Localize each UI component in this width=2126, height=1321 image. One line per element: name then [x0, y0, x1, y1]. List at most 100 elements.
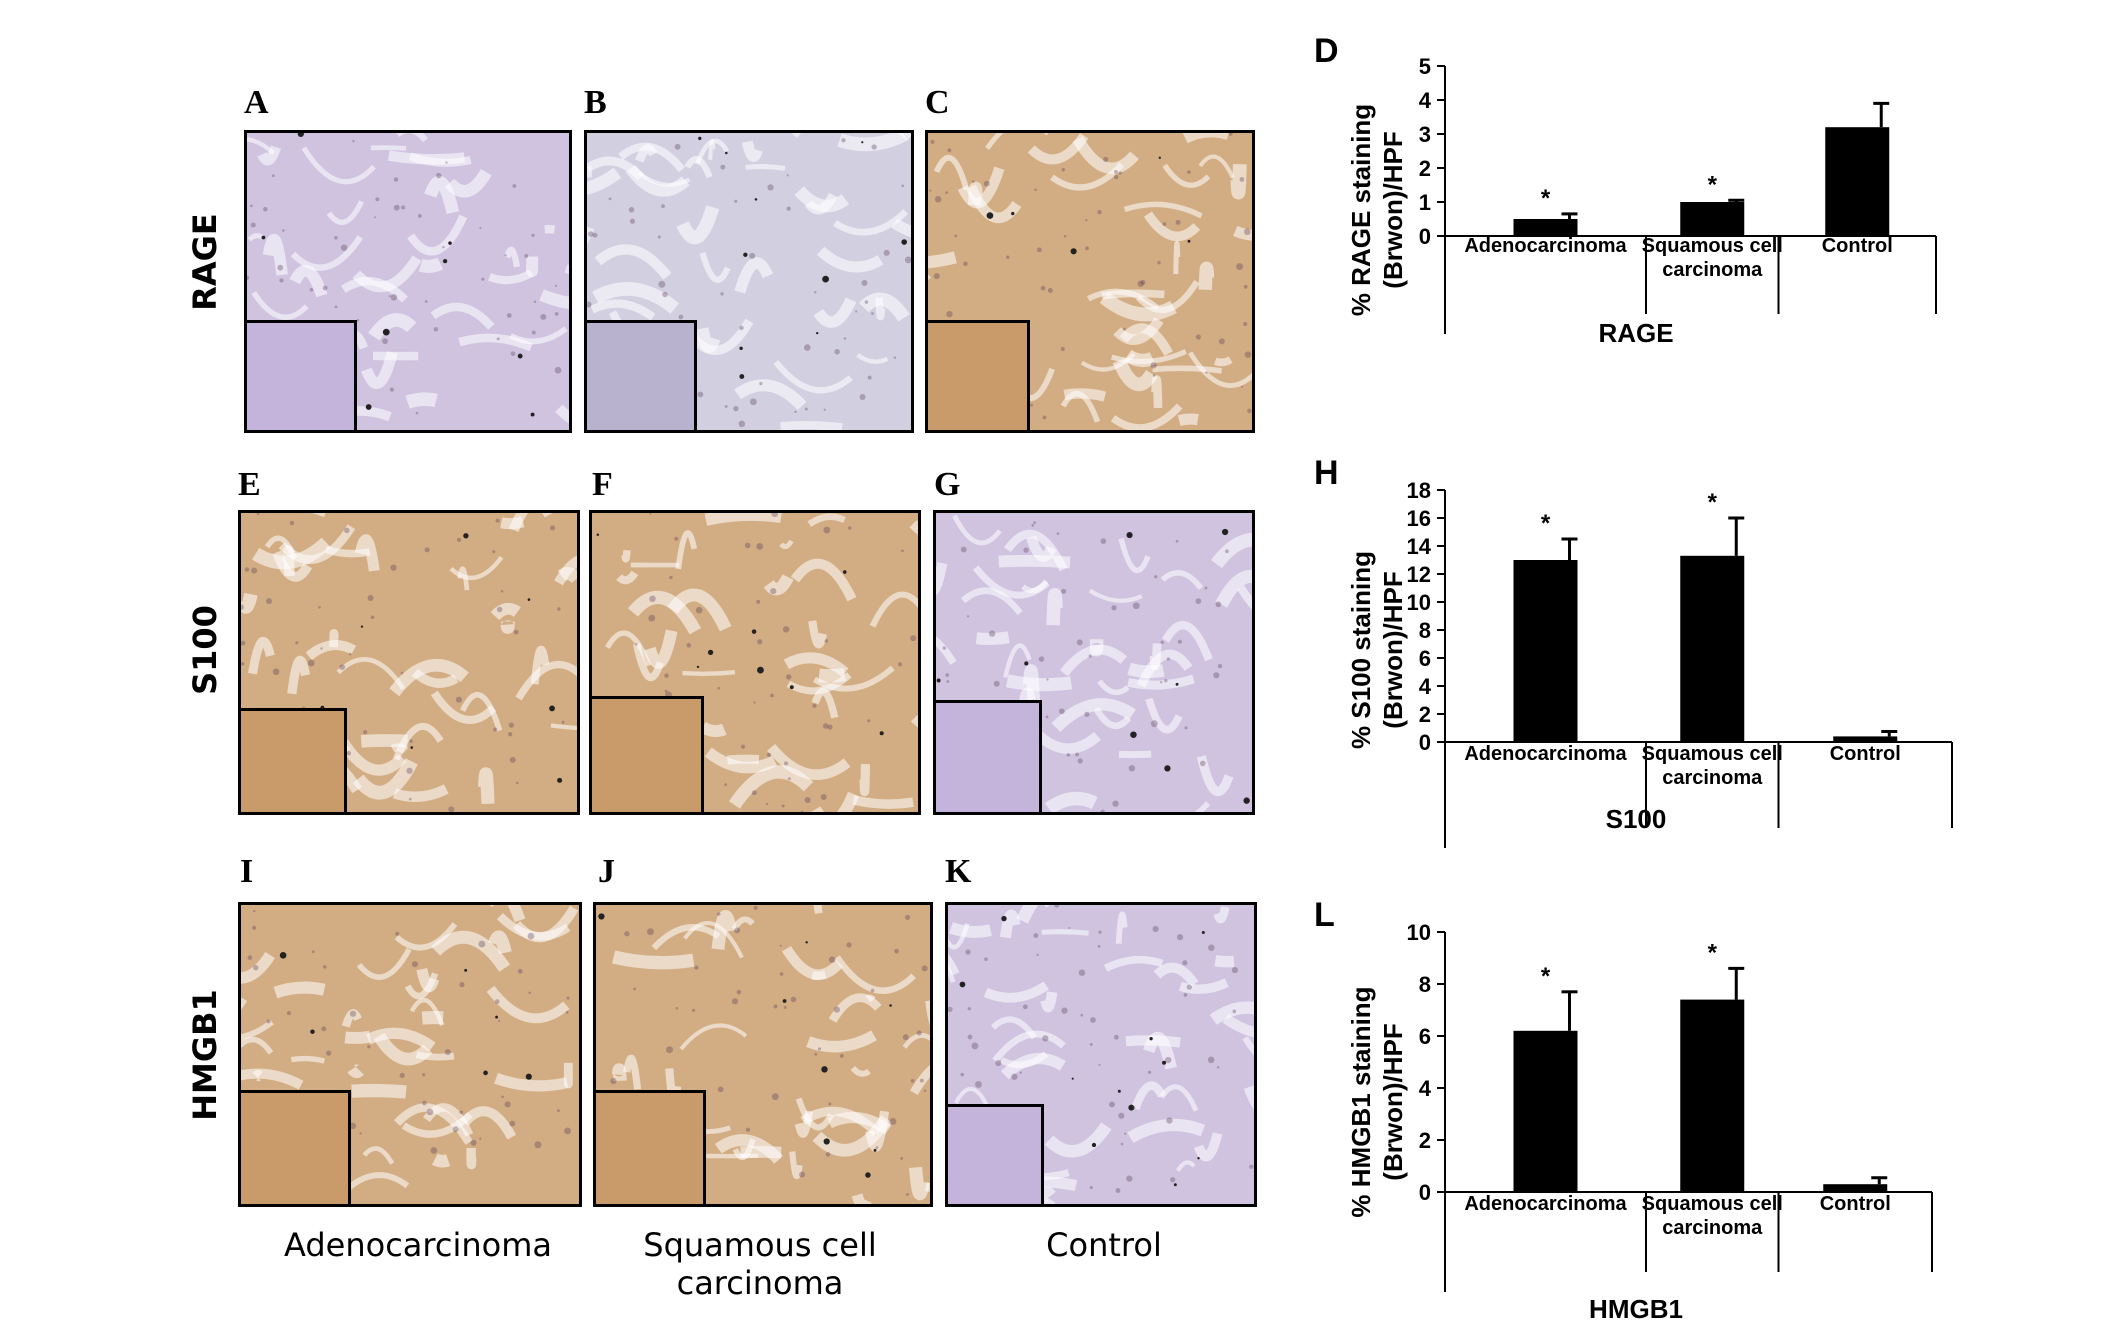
micrograph-c — [925, 130, 1255, 433]
micrograph-inset — [948, 1104, 1044, 1204]
bar-1 — [1513, 1030, 1578, 1192]
y-tick-label: 16 — [1407, 506, 1431, 531]
significance-mark: * — [1708, 939, 1718, 966]
y-axis-label: % HMGB1 staining(Brwon)/HPF — [1346, 986, 1408, 1217]
y-tick-label: 12 — [1407, 562, 1431, 587]
row-label-hmgb1: HMGB1 — [186, 989, 224, 1121]
y-tick-label: 3 — [1419, 122, 1431, 147]
micrograph-inset — [936, 700, 1042, 812]
category-label: Adenocarcinoma — [1464, 235, 1627, 257]
category-label-line: Adenocarcinoma — [1464, 1193, 1627, 1215]
panel-letter-b: B — [584, 84, 607, 121]
panel-letter-i: I — [240, 853, 254, 890]
y-tick-label: 8 — [1419, 972, 1431, 997]
y-tick-label: 4 — [1419, 1076, 1432, 1101]
category-label-line: Squamous cell — [1642, 1193, 1783, 1215]
category-label-line: carcinoma — [1662, 1217, 1763, 1239]
category-label-line: Control — [1830, 743, 1901, 765]
panel-letter-g: G — [934, 466, 961, 503]
micrograph-k — [945, 902, 1257, 1207]
micrograph-inset — [247, 320, 357, 430]
bar-2 — [1680, 999, 1745, 1192]
micrograph-inset — [587, 320, 697, 430]
bar-2 — [1680, 202, 1745, 236]
tissue-texture — [936, 514, 1252, 812]
category-label-line: Adenocarcinoma — [1464, 235, 1627, 257]
category-label-line: Control — [1822, 235, 1893, 257]
category-label: Control — [1822, 235, 1893, 257]
tissue-texture — [247, 133, 569, 424]
row-label-s100: S100 — [186, 605, 224, 695]
x-axis-label: HMGB1 — [1589, 1294, 1683, 1321]
chart-h: H 0 2 4 6 8 10 12 14 16 18 * Adenocarcinoma * Squamous… — [1314, 454, 1953, 848]
column-label-control: Control — [1046, 1226, 1162, 1264]
chart-d: D 0 1 2 3 4 5 * Adenocarcinoma * Squamous cell carc… — [1314, 32, 1937, 348]
micrograph-inset — [592, 696, 704, 812]
column-label-adenocarcinoma: Adenocarcinoma — [284, 1226, 552, 1264]
y-tick-label: 0 — [1419, 1180, 1431, 1205]
significance-mark: * — [1541, 963, 1551, 990]
y-tick-label: 8 — [1419, 618, 1431, 643]
micrograph-g — [933, 510, 1255, 815]
y-axis-label-line: (Brwon)/HPF — [1378, 131, 1408, 288]
significance-mark: * — [1541, 185, 1551, 212]
y-tick-label: 0 — [1419, 224, 1431, 249]
y-tick-label: 14 — [1407, 534, 1432, 559]
category-label-line: Control — [1820, 1193, 1891, 1215]
panel-letter-c: C — [925, 84, 950, 121]
category-label: Adenocarcinoma — [1464, 1193, 1627, 1215]
y-tick-label: 2 — [1419, 702, 1431, 727]
category-label-line: carcinoma — [1662, 767, 1763, 789]
micrograph-a — [244, 130, 572, 433]
y-tick-label: 4 — [1419, 88, 1432, 113]
tissue-texture — [592, 513, 918, 812]
x-axis-label: RAGE — [1598, 318, 1673, 348]
category-label-line: Adenocarcinoma — [1464, 743, 1627, 765]
y-tick-label: 4 — [1419, 674, 1432, 699]
micrograph-inset — [928, 320, 1030, 430]
category-label: Adenocarcinoma — [1464, 743, 1627, 765]
y-tick-label: 2 — [1419, 156, 1431, 181]
y-axis-label-line: % HMGB1 staining — [1346, 986, 1376, 1217]
significance-mark: * — [1541, 510, 1551, 537]
y-tick-label: 2 — [1419, 1128, 1431, 1153]
category-label: Squamous cell carcinoma — [1642, 1193, 1783, 1239]
micrograph-inset — [596, 1090, 706, 1204]
panel-letter-f: F — [592, 466, 613, 503]
x-axis-label: S100 — [1606, 804, 1667, 834]
micrograph-j — [593, 902, 933, 1207]
y-axis-label-line: (Brwon)/HPF — [1378, 571, 1408, 728]
panel-letter-e: E — [238, 466, 261, 503]
y-tick-label: 6 — [1419, 1024, 1431, 1049]
y-tick-label: 10 — [1407, 920, 1431, 945]
y-axis-label-line: (Brwon)/HPF — [1378, 1023, 1408, 1180]
panel-letter-j: J — [598, 853, 615, 890]
micrograph-i — [238, 902, 582, 1207]
bar-3 — [1823, 1184, 1888, 1192]
category-label: Squamous cell carcinoma — [1642, 235, 1783, 281]
panel-letter-k: K — [945, 853, 972, 890]
micrograph-f — [589, 510, 921, 815]
category-label: Control — [1820, 1193, 1891, 1215]
panel-letter-h: H — [1314, 454, 1339, 492]
y-tick-label: 18 — [1407, 478, 1431, 503]
panel-letter-d: D — [1314, 32, 1339, 70]
y-axis-label: % RAGE staining(Brwon)/HPF — [1346, 104, 1408, 316]
significance-mark: * — [1708, 171, 1718, 198]
panel-letter-a: A — [244, 84, 269, 121]
tissue-texture — [596, 905, 930, 1204]
bar-3 — [1833, 736, 1898, 742]
bar-3 — [1825, 127, 1890, 236]
panel-letter-l: L — [1314, 896, 1335, 934]
bar-1 — [1513, 560, 1578, 742]
column-label-squamous: Squamous cell carcinoma — [643, 1226, 877, 1302]
y-tick-label: 0 — [1419, 730, 1431, 755]
category-label-line: carcinoma — [1662, 259, 1763, 281]
y-axis-label-line: % S100 staining — [1346, 551, 1376, 749]
y-tick-label: 10 — [1407, 590, 1431, 615]
chart-l: L 0 2 4 6 8 10 * Adenocarcinoma * Squamous cell car… — [1314, 896, 1933, 1321]
y-tick-label: 1 — [1419, 190, 1431, 215]
bar-2 — [1680, 555, 1745, 742]
significance-mark: * — [1708, 489, 1718, 516]
category-label: Squamous cell carcinoma — [1642, 743, 1783, 789]
